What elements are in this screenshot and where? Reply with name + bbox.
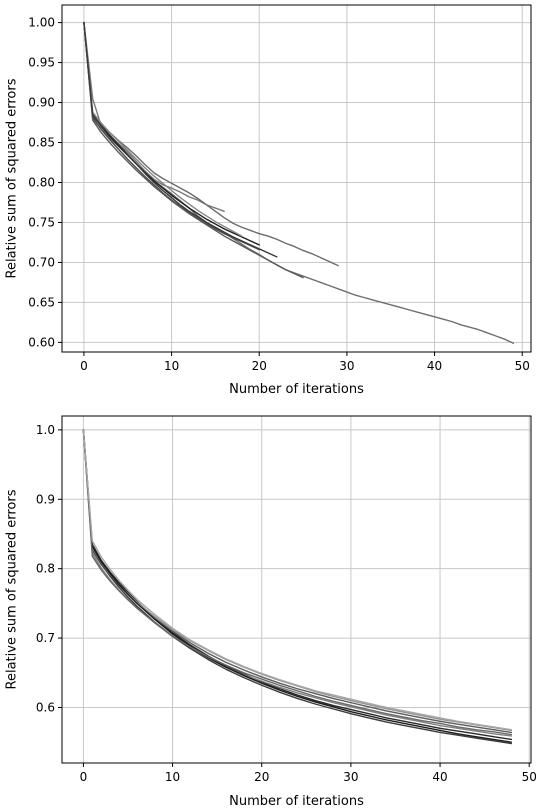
y-tick-label: 0.60 (28, 335, 55, 349)
x-axis-label: Number of iterations (229, 382, 364, 397)
plot-frame (61, 415, 532, 764)
x-tick-label: 10 (165, 770, 180, 784)
y-tick-label: 0.7 (36, 631, 55, 645)
chart-2: 0 10 20 30 40 50 0.6 0.7 0.8 0.9 1.0 Number of iter… (5, 415, 536, 808)
y-tick-label: 0.9 (36, 492, 55, 506)
series-line-8 (82, 429, 513, 731)
series-line-2 (83, 21, 339, 267)
x-tick-label: 10 (164, 359, 179, 373)
x-tick-label: 0 (80, 770, 88, 784)
x-tick-label: 20 (254, 770, 269, 784)
y-tick-label: 0.80 (28, 175, 55, 189)
series-line-4 (82, 429, 513, 745)
y-tick-label: 1.00 (28, 16, 55, 30)
y-tick-label: 0.85 (28, 136, 55, 150)
y-tick-label: 0.6 (36, 700, 55, 714)
x-tick-label: 50 (522, 770, 536, 784)
series-line-3 (82, 429, 513, 737)
x-tick-label: 20 (252, 359, 267, 373)
y-tick-label: 1.0 (36, 423, 55, 437)
y-axis-label: Relative sum of squared errors (5, 489, 20, 689)
series-line-6 (83, 21, 304, 279)
series-line-2 (82, 429, 513, 734)
series-line-7 (83, 21, 243, 237)
series-line-5 (83, 21, 260, 246)
x-axis-label: Number of iterations (229, 794, 364, 808)
x-tick-label: 30 (339, 359, 354, 373)
x-tick-label: 40 (432, 770, 447, 784)
y-tick-label: 0.95 (28, 56, 55, 70)
y-tick-label: 0.70 (28, 255, 55, 269)
series-line-1 (82, 429, 513, 741)
x-tick-label: 50 (515, 359, 530, 373)
y-tick-label: 0.65 (28, 295, 55, 309)
y-tick-label: 0.90 (28, 96, 55, 110)
chart-1: 0 10 20 30 40 50 0.60 0.65 0.70 0.75 0.80 0.85 0.90 0… (5, 4, 532, 397)
plot-frame (61, 4, 532, 353)
x-tick-label: 30 (343, 770, 358, 784)
x-tick-label: 0 (80, 359, 88, 373)
y-tick-label: 0.8 (36, 562, 55, 576)
series-line-8 (83, 21, 278, 258)
series-line-7 (82, 429, 513, 736)
x-tick-label: 40 (427, 359, 442, 373)
y-axis-label: Relative sum of squared errors (5, 78, 20, 278)
y-tick-label: 0.75 (28, 215, 55, 229)
series-line-6 (82, 429, 513, 743)
